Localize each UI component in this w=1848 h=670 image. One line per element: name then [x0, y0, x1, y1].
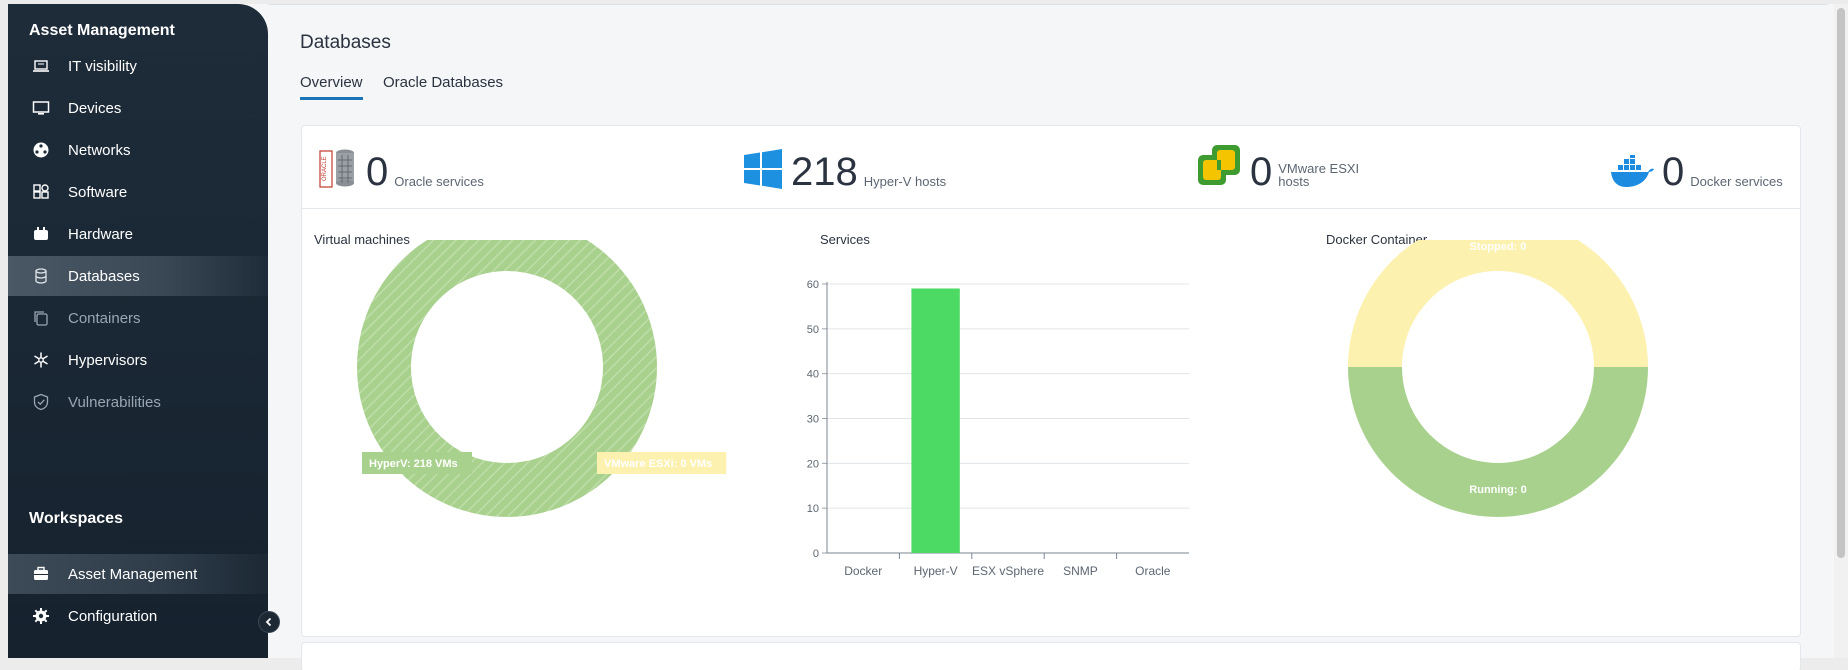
scrollbar-thumb[interactable] [1837, 8, 1845, 558]
sidebar: Asset Management IT visibility Devices N… [8, 4, 280, 658]
sidebar-item-label: IT visibility [68, 57, 137, 75]
chevron-left-icon [265, 617, 272, 627]
stat-oracle-services: ORACLE 0 Oracle services [318, 144, 484, 194]
vm-slice-hyperv [357, 240, 657, 517]
vm-label-vmware-bg [597, 452, 727, 474]
container-icon [32, 309, 50, 327]
vm-label-vmware-text: VMware ESXi: 0 VMs [604, 458, 712, 470]
vm-label-hyperv-bg [362, 452, 472, 474]
virtual-machines-title: Virtual machines [314, 232, 410, 247]
y-tick-label: 40 [807, 369, 819, 381]
workspace-item-asset-management[interactable]: Asset Management [8, 554, 268, 594]
sidebar-item-label: Hardware [68, 225, 134, 243]
docker-slice-running [1348, 367, 1648, 517]
stat-vmware-esxi-hosts: 0 VMware ESXI hosts [1196, 144, 1359, 194]
x-tick-label: SNMP [1063, 564, 1098, 578]
software-icon [32, 183, 50, 201]
y-tick-label: 0 [813, 548, 819, 560]
database-icon [32, 267, 50, 285]
sidebar-item-label: Containers [68, 309, 141, 327]
hyperv-hosts-label: Hyper-V hosts [863, 174, 947, 189]
sidebar-item-hardware[interactable]: Hardware [8, 214, 268, 254]
vm-label-vmware: VMware ESXi: 0 VMs [597, 452, 727, 474]
gear-icon [32, 607, 50, 625]
x-tick-label: Oracle [1135, 564, 1171, 578]
stat-hyperv-hosts: 218 Hyper-V hosts [743, 144, 946, 194]
vmware-label-line1: VMware ESXI [1278, 161, 1360, 176]
vm-label-hyperv: HyperV: 218 VMs [362, 452, 472, 474]
docker-label-running: Running: 0 [1469, 484, 1526, 496]
hypervisor-icon [32, 351, 50, 369]
collapse-sidebar-button[interactable] [258, 611, 280, 633]
hyperv-hosts-count: 218 [791, 150, 858, 194]
sidebar-item-devices[interactable]: Devices [8, 88, 268, 128]
sidebar-item-label: Databases [68, 267, 140, 285]
sidebar-item-software[interactable]: Software [8, 172, 268, 212]
workspace-item-label: Configuration [68, 607, 158, 625]
sidebar-item-label: Networks [68, 141, 131, 159]
sidebar-item-databases[interactable]: Databases [8, 256, 268, 296]
shield-icon [32, 393, 50, 411]
bar-hyper-v [911, 288, 960, 553]
sidebar-heading: Asset Management [29, 22, 175, 39]
sidebar-item-hypervisors[interactable]: Hypervisors [8, 340, 268, 380]
y-tick-label: 50 [807, 324, 819, 336]
sidebar-item-vulnerabilities[interactable]: Vulnerabilities [8, 382, 268, 422]
docker-services-count: 0 [1662, 150, 1685, 194]
app-window: Asset Management IT visibility Devices N… [8, 4, 1848, 670]
docker-icon [1610, 153, 1654, 194]
oracle-db-icon: ORACLE [318, 147, 358, 194]
workspace-item-label: Asset Management [68, 565, 198, 583]
windows-icon [743, 149, 783, 194]
y-tick-label: 60 [807, 279, 819, 291]
laptop-icon [32, 57, 50, 75]
services-title: Services [820, 232, 870, 247]
tab-overview[interactable]: Overview [300, 74, 363, 100]
briefcase-icon [32, 565, 50, 583]
x-tick-label: ESX vSphere [972, 564, 1044, 578]
sidebar-item-label: Software [68, 183, 128, 201]
hardware-icon [32, 225, 50, 243]
secondary-card [301, 642, 1801, 670]
vmware-label-line2: hosts [1278, 174, 1310, 189]
docker-container-donut-chart: Stopped: 0 Running: 0 [1348, 240, 1648, 517]
docker-slice-stopped [1348, 240, 1648, 367]
stat-docker-services: 0 Docker services [1610, 144, 1783, 194]
docker-container-title: Docker Container [1326, 232, 1428, 247]
workspace-item-configuration[interactable]: Configuration [8, 596, 268, 636]
vmware-hosts-count: 0 [1250, 150, 1273, 194]
sidebar-item-networks[interactable]: Networks [8, 130, 268, 170]
svg-text:ORACLE: ORACLE [322, 156, 328, 181]
stats-divider [302, 208, 1800, 209]
monitor-icon [32, 99, 50, 117]
top-border [268, 4, 1828, 5]
vm-label-hyperv-text: HyperV: 218 VMs [369, 458, 458, 470]
x-tick-label: Docker [844, 564, 882, 578]
virtual-machines-donut-chart: HyperV: 218 VMs VMware ESXi: 0 VMs [357, 240, 727, 517]
vmware-icon [1196, 143, 1242, 194]
sidebar-item-containers[interactable]: Containers [8, 298, 268, 338]
tab-oracle-databases[interactable]: Oracle Databases [383, 74, 504, 91]
x-tick-label: Hyper-V [914, 564, 958, 578]
y-tick-label: 10 [807, 503, 819, 515]
sidebar-item-label: Devices [68, 99, 122, 117]
docker-services-label: Docker services [1690, 174, 1783, 189]
oracle-services-count: 0 [366, 150, 389, 194]
oracle-services-label: Oracle services [394, 174, 484, 189]
docker-label-stopped: Stopped: 0 [1470, 241, 1527, 253]
sidebar-item-label: Hypervisors [68, 351, 148, 369]
vmware-hosts-label: VMware ESXI hosts [1278, 162, 1359, 188]
y-tick-label: 20 [807, 458, 819, 470]
services-bar-chart: 0 10 20 30 40 50 60 Docker Hyper-V ESX vSphere SNM… [807, 279, 1189, 578]
workspaces-heading: Workspaces [29, 510, 123, 527]
sidebar-item-label: Vulnerabilities [68, 393, 161, 411]
y-tick-label: 30 [807, 414, 819, 426]
network-icon [32, 141, 50, 159]
overview-card: ORACLE 0 Oracle services [301, 125, 1801, 637]
page-title: Databases [300, 32, 391, 53]
sidebar-item-it-visibility[interactable]: IT visibility [8, 46, 268, 86]
